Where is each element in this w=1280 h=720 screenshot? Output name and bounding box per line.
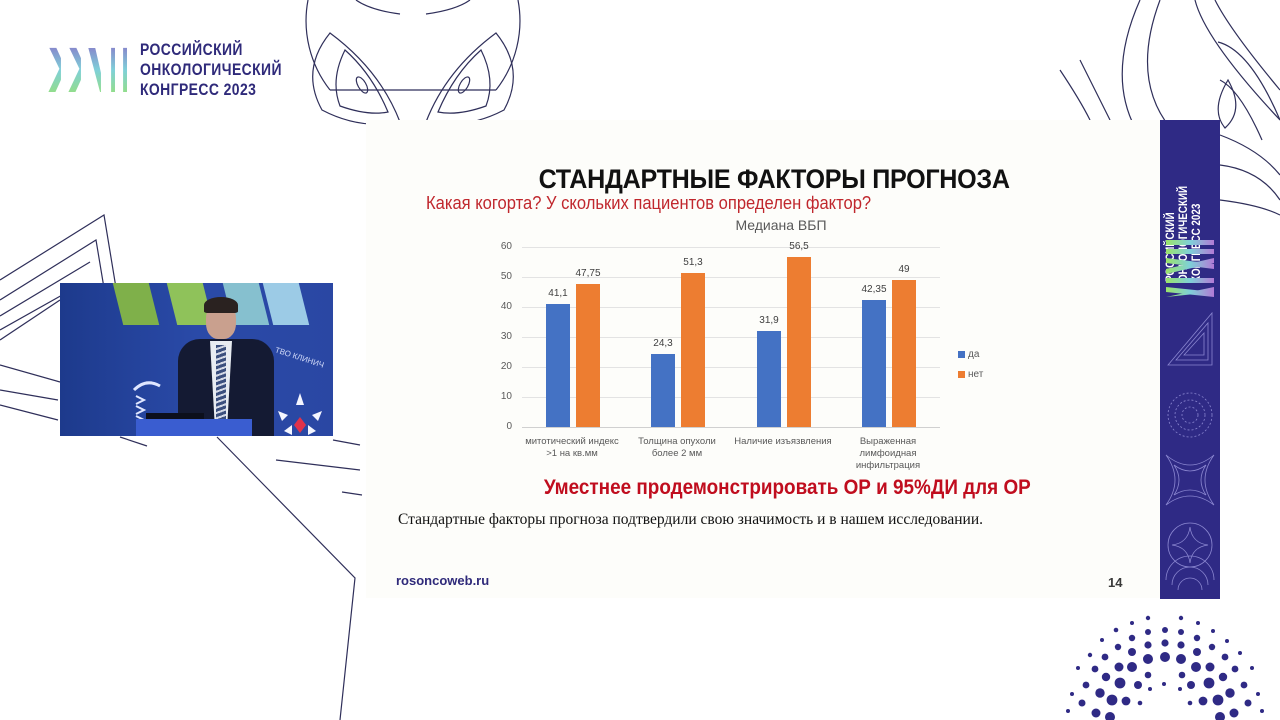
side-brand-band: РОССИЙСКИЙ ОНКОЛОГИЧЕСКИЙ КОНГРЕСС 2023 [1160,120,1220,599]
society-emblem-icon [132,381,161,421]
bar-value-label: 47,75 [575,268,601,279]
website-link[interactable]: rosoncoweb.ru [396,573,490,588]
gridline [522,337,940,338]
congress-name-line: КОНГРЕСС 2023 [140,80,257,99]
slide-body-text: Стандартные факторы прогноза подтвердили… [398,511,983,528]
bar-net [576,284,600,427]
x-category-line: митотический индекс [525,436,619,447]
roman-letter: V [88,34,119,106]
star-ornament-icon [0,214,363,720]
y-tick: 50 [500,271,512,282]
y-tick: 20 [500,361,512,372]
x-category-label: Выраженная лимфоидная инфильтрация [828,436,948,472]
circle-ornament-icon [305,0,521,125]
y-tick: 0 [506,421,512,432]
podium [136,419,252,436]
presentation-slide: СТАНДАРТНЫЕ ФАКТОРЫ ПРОГНОЗА Какая когор… [366,120,1160,598]
speaker-tie [216,345,226,419]
legend-label: нет [968,368,984,380]
bar-value-label: 41,1 [548,288,568,299]
legend-item-da: да [958,344,983,364]
congress-logo: X X V I I РОССИЙСКИЙ ОНКОЛОГИЧЕСКИЙ КОНГ… [48,38,313,102]
bar-net [681,273,705,427]
speaker-video[interactable]: ТВО КЛИНИЧ [60,283,333,436]
y-tick: 40 [500,301,512,312]
gridline [522,247,940,248]
speaker-hair [204,297,238,313]
x-category-label: Наличие изъязвления [723,436,843,448]
slide-subtitle: Какая когорта? У скольких пациентов опре… [426,193,872,213]
band-ornament-icon [1165,311,1215,591]
legend-swatch-icon [958,350,965,358]
x-category-line: лимфоидная [859,448,917,459]
congress-name-line: ОНКОЛОГИЧЕСКИЙ [140,60,282,79]
gridline [522,307,940,308]
chart-legend: да нет [958,344,983,384]
backdrop-bar [112,283,160,325]
slide-title: СТАНДАРТНЫЕ ФАКТОРЫ ПРОГНОЗА [538,164,1010,194]
bar-net [892,280,916,427]
gridline [522,397,940,398]
y-tick: 10 [500,391,512,402]
bar-chart: 60 50 40 30 20 10 0 41,1 47,75 24,3 51,3… [480,241,940,432]
roman-numeral-logo: X X V I I [48,34,133,106]
congress-name-line: РОССИЙСКИЙ [140,40,243,59]
x-category-line: Выраженная [859,436,917,447]
x-category-line: >1 на кв.мм [546,448,598,459]
y-tick: 60 [500,241,512,252]
laptop [146,413,204,419]
bar-da [862,300,886,427]
slide-page-number: 14 [1108,575,1123,590]
x-category-label: Толщина опухоли более 2 мм [617,436,737,460]
band-roman-numeral-icon [1166,240,1214,297]
slide-callout: Уместнее продемонстрировать ОР и 95%ДИ д… [543,476,1031,499]
congress-name: РОССИЙСКИЙ ОНКОЛОГИЧЕСКИЙ КОНГРЕСС 2023 [140,40,282,100]
roman-letter: I [108,34,121,106]
x-category-line: Толщина опухоли [638,436,716,447]
legend-item-net: нет [958,364,983,384]
bar-da [757,331,781,427]
bar-value-label: 56,5 [789,241,809,252]
x-category-line: Наличие изъязвления [734,436,832,447]
bar-value-label: 49 [898,264,910,275]
bar-net [787,257,811,427]
bar-value-label: 42,35 [861,284,887,295]
y-tick: 30 [500,331,512,342]
backdrop-sign-text: ТВО КЛИНИЧ [273,345,326,370]
x-axis-line [522,427,940,428]
gridline [522,367,940,368]
x-category-label: митотический индекс >1 на кв.мм [512,436,632,460]
bar-value-label: 31,9 [759,315,779,326]
chart-title: Медиана ВБП [735,217,827,233]
gridline [522,277,940,278]
roman-letter: X [48,34,79,106]
roman-letter: I [120,34,133,106]
x-category-line: инфильтрация [855,460,921,471]
legend-label: да [968,348,980,360]
x-category-line: более 2 мм [651,448,703,459]
legend-swatch-icon [958,370,965,378]
snowflake-emblem-icon [278,393,322,435]
bar-value-label: 51,3 [683,257,703,268]
bar-da [651,354,675,427]
backdrop-bar [262,283,310,325]
dot-pattern-ornament-icon [1066,615,1264,720]
bar-value-label: 24,3 [653,338,673,349]
bar-da [546,304,570,427]
roman-letter: X [68,34,99,106]
